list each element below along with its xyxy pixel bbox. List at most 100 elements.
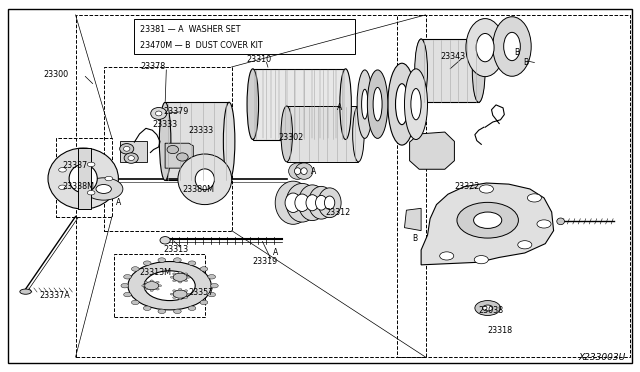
Ellipse shape (211, 283, 218, 288)
Ellipse shape (158, 309, 166, 314)
Ellipse shape (184, 296, 188, 298)
Ellipse shape (223, 102, 235, 180)
Ellipse shape (466, 19, 504, 77)
Polygon shape (410, 132, 454, 169)
Ellipse shape (131, 267, 139, 271)
Ellipse shape (128, 155, 134, 161)
Ellipse shape (195, 169, 214, 190)
Ellipse shape (144, 281, 147, 283)
Ellipse shape (527, 194, 541, 202)
Ellipse shape (472, 39, 485, 102)
Ellipse shape (150, 289, 154, 292)
Polygon shape (253, 69, 346, 140)
Polygon shape (78, 148, 91, 209)
Ellipse shape (367, 70, 388, 138)
Ellipse shape (474, 212, 502, 228)
Ellipse shape (156, 111, 162, 116)
Ellipse shape (440, 252, 454, 260)
Ellipse shape (373, 87, 382, 121)
Ellipse shape (160, 237, 170, 244)
Ellipse shape (158, 258, 166, 262)
Text: B: B (524, 58, 529, 67)
Ellipse shape (357, 70, 372, 138)
Ellipse shape (415, 39, 428, 102)
Ellipse shape (144, 271, 195, 301)
Ellipse shape (173, 290, 176, 292)
Ellipse shape (294, 168, 301, 174)
Polygon shape (421, 183, 554, 265)
Ellipse shape (474, 256, 488, 264)
Ellipse shape (170, 293, 173, 295)
Ellipse shape (275, 181, 311, 224)
Text: 23337A: 23337A (40, 291, 70, 300)
Ellipse shape (173, 290, 187, 298)
Ellipse shape (167, 145, 179, 154)
Ellipse shape (396, 84, 408, 125)
Ellipse shape (457, 202, 518, 238)
Text: 23381 — A  WASHER SET: 23381 — A WASHER SET (140, 25, 240, 34)
Ellipse shape (124, 153, 138, 163)
Ellipse shape (173, 273, 187, 281)
Text: 23333: 23333 (189, 126, 214, 135)
Text: 23343: 23343 (440, 52, 465, 61)
Text: 23378: 23378 (141, 62, 166, 71)
Text: X233003U: X233003U (579, 353, 626, 362)
Ellipse shape (504, 32, 520, 61)
Ellipse shape (187, 276, 190, 278)
Ellipse shape (557, 218, 564, 225)
Text: 23379: 23379 (163, 107, 189, 116)
Ellipse shape (173, 309, 181, 314)
Ellipse shape (318, 188, 341, 218)
Ellipse shape (173, 280, 176, 282)
Ellipse shape (179, 272, 182, 273)
Ellipse shape (48, 148, 118, 209)
Ellipse shape (177, 153, 188, 161)
Ellipse shape (170, 276, 173, 278)
Polygon shape (165, 102, 229, 180)
Ellipse shape (285, 193, 301, 212)
Ellipse shape (59, 185, 67, 190)
Polygon shape (120, 141, 147, 162)
Ellipse shape (179, 281, 182, 283)
Ellipse shape (96, 185, 111, 193)
Ellipse shape (200, 300, 208, 305)
Ellipse shape (84, 178, 123, 200)
Ellipse shape (87, 162, 95, 167)
Ellipse shape (208, 292, 216, 297)
Ellipse shape (69, 164, 97, 193)
Ellipse shape (145, 282, 159, 290)
Text: 23337: 23337 (63, 161, 88, 170)
Text: A: A (311, 167, 316, 176)
Ellipse shape (156, 288, 159, 290)
Text: 23319: 23319 (253, 257, 278, 266)
Ellipse shape (473, 39, 484, 102)
Ellipse shape (295, 163, 313, 179)
Ellipse shape (483, 305, 493, 311)
Ellipse shape (247, 69, 259, 140)
Ellipse shape (151, 108, 166, 119)
Text: 23380M: 23380M (182, 185, 214, 194)
Ellipse shape (87, 190, 95, 195)
Ellipse shape (184, 273, 188, 275)
Ellipse shape (289, 163, 307, 179)
Ellipse shape (159, 285, 161, 287)
Text: 23038: 23038 (479, 306, 504, 315)
Ellipse shape (20, 289, 31, 294)
Polygon shape (287, 106, 358, 162)
Ellipse shape (475, 301, 500, 315)
Ellipse shape (179, 288, 182, 290)
Ellipse shape (143, 261, 151, 265)
Text: 23313: 23313 (163, 245, 188, 254)
Text: A: A (273, 248, 278, 257)
Ellipse shape (142, 285, 145, 287)
Text: 23470M — B  DUST COVER KIT: 23470M — B DUST COVER KIT (140, 41, 262, 50)
Ellipse shape (131, 300, 139, 305)
Polygon shape (421, 39, 479, 102)
Text: 23318: 23318 (488, 326, 513, 335)
Text: 23302: 23302 (278, 133, 303, 142)
Ellipse shape (143, 306, 151, 311)
Ellipse shape (178, 154, 232, 205)
Text: 23322: 23322 (454, 182, 480, 191)
Ellipse shape (316, 195, 327, 210)
Ellipse shape (188, 306, 196, 311)
